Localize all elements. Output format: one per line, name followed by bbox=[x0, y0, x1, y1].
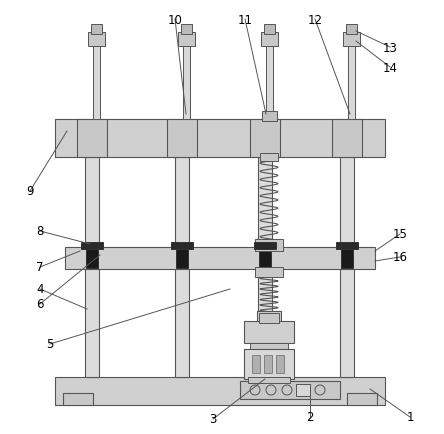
Bar bbox=[258, 135, 272, 377]
Bar bbox=[55, 120, 385, 158]
Bar bbox=[167, 120, 197, 158]
Bar bbox=[55, 377, 385, 405]
Bar bbox=[250, 343, 288, 351]
Bar bbox=[171, 243, 193, 250]
Bar bbox=[266, 47, 273, 120]
Bar bbox=[252, 355, 260, 373]
Text: 11: 11 bbox=[238, 13, 253, 26]
Bar bbox=[88, 33, 105, 47]
Text: 12: 12 bbox=[308, 13, 322, 26]
Bar bbox=[93, 47, 100, 120]
Bar bbox=[65, 247, 375, 270]
Text: 7: 7 bbox=[36, 261, 44, 274]
Text: 3: 3 bbox=[209, 413, 217, 425]
Bar bbox=[183, 47, 190, 120]
Text: 16: 16 bbox=[392, 251, 408, 264]
Bar bbox=[244, 321, 294, 343]
Bar bbox=[240, 381, 340, 399]
Text: 8: 8 bbox=[36, 225, 44, 238]
Text: 13: 13 bbox=[383, 41, 397, 54]
Text: 6: 6 bbox=[36, 298, 44, 311]
Bar bbox=[264, 355, 272, 373]
Bar bbox=[259, 248, 271, 268]
Bar bbox=[244, 349, 294, 379]
Bar bbox=[250, 120, 280, 158]
Bar bbox=[181, 25, 192, 35]
Text: 1: 1 bbox=[406, 411, 414, 424]
Bar bbox=[296, 384, 310, 396]
Bar bbox=[255, 267, 283, 277]
Bar bbox=[261, 33, 278, 47]
Bar bbox=[91, 25, 102, 35]
Bar bbox=[257, 311, 281, 323]
Bar bbox=[63, 393, 93, 405]
Bar bbox=[341, 248, 353, 268]
Bar bbox=[85, 135, 99, 377]
Bar bbox=[264, 25, 275, 35]
Bar bbox=[347, 393, 377, 405]
Bar bbox=[175, 135, 189, 377]
Bar bbox=[81, 243, 103, 250]
Text: 4: 4 bbox=[36, 283, 44, 296]
Text: 9: 9 bbox=[26, 185, 34, 198]
Text: 14: 14 bbox=[382, 61, 397, 74]
Bar bbox=[259, 313, 279, 323]
Bar bbox=[332, 120, 362, 158]
Bar bbox=[336, 243, 358, 250]
Bar bbox=[348, 47, 355, 120]
Bar bbox=[343, 33, 360, 47]
Text: 10: 10 bbox=[167, 13, 182, 26]
Bar bbox=[340, 135, 354, 377]
Bar bbox=[262, 112, 277, 122]
Bar bbox=[176, 248, 188, 268]
Bar bbox=[77, 120, 107, 158]
Bar bbox=[254, 243, 276, 250]
Bar bbox=[255, 240, 283, 251]
Bar bbox=[346, 25, 357, 35]
Bar bbox=[178, 33, 195, 47]
Text: 2: 2 bbox=[306, 411, 314, 424]
Bar bbox=[248, 377, 290, 383]
Bar bbox=[260, 154, 278, 161]
Text: 5: 5 bbox=[46, 338, 54, 351]
Bar bbox=[276, 355, 284, 373]
Text: 15: 15 bbox=[392, 228, 408, 241]
Bar bbox=[86, 248, 98, 268]
